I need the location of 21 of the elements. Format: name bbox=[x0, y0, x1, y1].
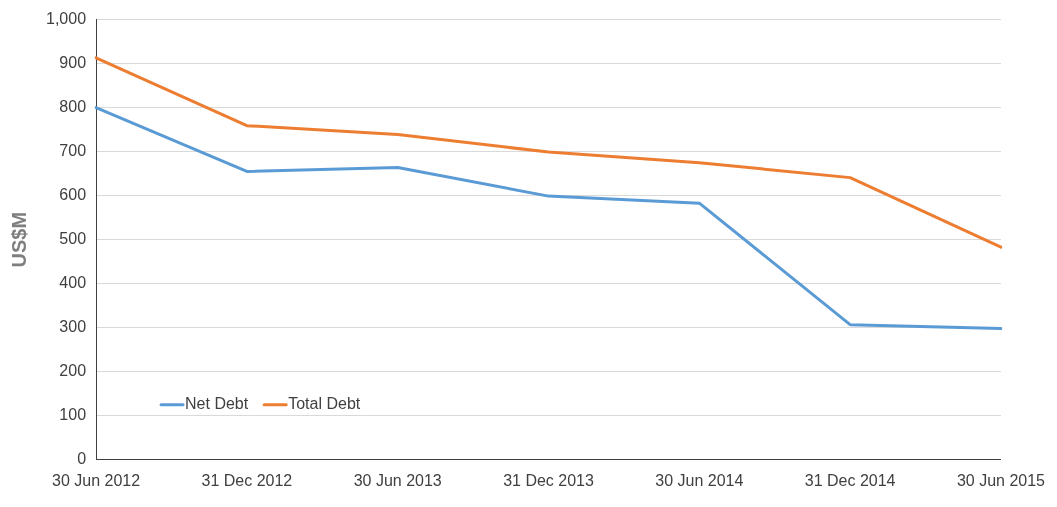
y-tick-label: 600 bbox=[59, 186, 87, 204]
y-tick-label: 900 bbox=[59, 54, 87, 72]
x-tick-label: 31 Dec 2013 bbox=[503, 471, 594, 489]
x-tick-label: 30 Jun 2015 bbox=[956, 471, 1046, 489]
y-tick-label: 200 bbox=[59, 362, 87, 380]
x-tick-label: 31 Dec 2014 bbox=[804, 471, 896, 489]
y-tick-label: 0 bbox=[77, 450, 87, 468]
y-tick-label: 400 bbox=[59, 274, 87, 292]
x-tick-label: 31 Dec 2012 bbox=[201, 471, 293, 489]
legend-label: Total Debt bbox=[288, 395, 361, 413]
legend-label: Net Debt bbox=[185, 395, 249, 413]
y-tick-label: 500 bbox=[59, 230, 87, 248]
y-tick-label: 800 bbox=[59, 98, 87, 116]
x-tick-label: 30 Jun 2013 bbox=[353, 471, 442, 489]
x-tick-label: 30 Jun 2012 bbox=[52, 471, 141, 489]
y-tick-label: 1,000 bbox=[45, 10, 87, 28]
y-tick-label: 300 bbox=[59, 318, 87, 336]
y-axis-title: US$M bbox=[7, 211, 30, 268]
y-tick-label: 700 bbox=[59, 142, 87, 160]
x-tick-label: 30 Jun 2014 bbox=[655, 471, 744, 489]
y-tick-label: 100 bbox=[59, 406, 87, 424]
